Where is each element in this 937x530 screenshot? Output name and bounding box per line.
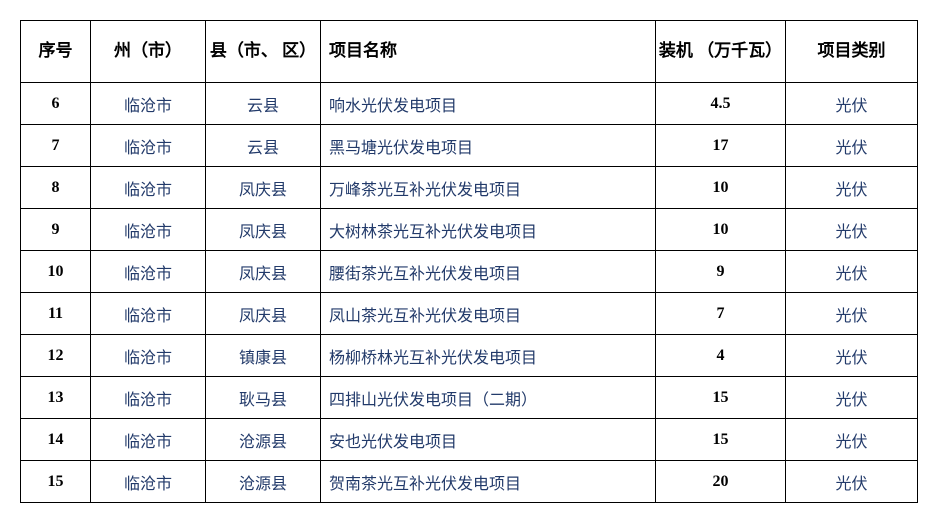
cell-seq: 14	[21, 419, 91, 461]
col-header-cap: 装机 （万千瓦）	[656, 21, 786, 83]
col-header-seq: 序号	[21, 21, 91, 83]
cell-cap: 17	[656, 125, 786, 167]
cell-city: 临沧市	[91, 293, 206, 335]
cell-cap: 10	[656, 167, 786, 209]
cell-cap: 15	[656, 419, 786, 461]
cell-city: 临沧市	[91, 419, 206, 461]
table-row: 12临沧市镇康县杨柳桥林光互补光伏发电项目4光伏	[21, 335, 918, 377]
cell-cap: 20	[656, 461, 786, 503]
cell-cap: 10	[656, 209, 786, 251]
cell-name: 杨柳桥林光互补光伏发电项目	[321, 335, 656, 377]
cell-seq: 12	[21, 335, 91, 377]
cell-cap: 15	[656, 377, 786, 419]
cell-city: 临沧市	[91, 167, 206, 209]
table-row: 9临沧市凤庆县大树林茶光互补光伏发电项目10光伏	[21, 209, 918, 251]
cell-name: 万峰茶光互补光伏发电项目	[321, 167, 656, 209]
cell-city: 临沧市	[91, 461, 206, 503]
cell-type: 光伏	[786, 125, 918, 167]
cell-type: 光伏	[786, 83, 918, 125]
cell-county: 凤庆县	[206, 167, 321, 209]
cell-name: 黑马塘光伏发电项目	[321, 125, 656, 167]
cell-cap: 9	[656, 251, 786, 293]
table-row: 8临沧市凤庆县万峰茶光互补光伏发电项目10光伏	[21, 167, 918, 209]
table-row: 7临沧市云县黑马塘光伏发电项目17光伏	[21, 125, 918, 167]
cell-county: 凤庆县	[206, 293, 321, 335]
cell-county: 耿马县	[206, 377, 321, 419]
cell-cap: 4	[656, 335, 786, 377]
cell-seq: 8	[21, 167, 91, 209]
cell-county: 镇康县	[206, 335, 321, 377]
cell-seq: 7	[21, 125, 91, 167]
cell-name: 贺南茶光互补光伏发电项目	[321, 461, 656, 503]
cell-type: 光伏	[786, 251, 918, 293]
table-row: 10临沧市凤庆县腰街茶光互补光伏发电项目9光伏	[21, 251, 918, 293]
header-row: 序号 州（市） 县（市、 区） 项目名称 装机 （万千瓦） 项目类别	[21, 21, 918, 83]
cell-city: 临沧市	[91, 335, 206, 377]
cell-city: 临沧市	[91, 83, 206, 125]
table-row: 15临沧市沧源县贺南茶光互补光伏发电项目20光伏	[21, 461, 918, 503]
cell-name: 四排山光伏发电项目（二期）	[321, 377, 656, 419]
cell-seq: 15	[21, 461, 91, 503]
cell-type: 光伏	[786, 335, 918, 377]
cell-county: 凤庆县	[206, 209, 321, 251]
col-header-name: 项目名称	[321, 21, 656, 83]
cell-seq: 10	[21, 251, 91, 293]
table-header: 序号 州（市） 县（市、 区） 项目名称 装机 （万千瓦） 项目类别	[21, 21, 918, 83]
cell-name: 腰街茶光互补光伏发电项目	[321, 251, 656, 293]
col-header-type: 项目类别	[786, 21, 918, 83]
cell-type: 光伏	[786, 293, 918, 335]
table-row: 6临沧市云县响水光伏发电项目4.5光伏	[21, 83, 918, 125]
cell-type: 光伏	[786, 209, 918, 251]
cell-type: 光伏	[786, 377, 918, 419]
cell-city: 临沧市	[91, 377, 206, 419]
cell-city: 临沧市	[91, 251, 206, 293]
col-header-county: 县（市、 区）	[206, 21, 321, 83]
cell-type: 光伏	[786, 461, 918, 503]
cell-cap: 4.5	[656, 83, 786, 125]
table-row: 14临沧市沧源县安也光伏发电项目15光伏	[21, 419, 918, 461]
cell-name: 凤山茶光互补光伏发电项目	[321, 293, 656, 335]
table-body: 6临沧市云县响水光伏发电项目4.5光伏7临沧市云县黑马塘光伏发电项目17光伏8临…	[21, 83, 918, 503]
table-row: 11临沧市凤庆县凤山茶光互补光伏发电项目7光伏	[21, 293, 918, 335]
cell-name: 安也光伏发电项目	[321, 419, 656, 461]
cell-seq: 6	[21, 83, 91, 125]
table-row: 13临沧市耿马县四排山光伏发电项目（二期）15光伏	[21, 377, 918, 419]
cell-city: 临沧市	[91, 125, 206, 167]
cell-type: 光伏	[786, 419, 918, 461]
cell-seq: 11	[21, 293, 91, 335]
cell-name: 大树林茶光互补光伏发电项目	[321, 209, 656, 251]
cell-seq: 9	[21, 209, 91, 251]
cell-name: 响水光伏发电项目	[321, 83, 656, 125]
col-header-city: 州（市）	[91, 21, 206, 83]
cell-seq: 13	[21, 377, 91, 419]
cell-cap: 7	[656, 293, 786, 335]
cell-county: 云县	[206, 125, 321, 167]
cell-city: 临沧市	[91, 209, 206, 251]
cell-type: 光伏	[786, 167, 918, 209]
project-table: 序号 州（市） 县（市、 区） 项目名称 装机 （万千瓦） 项目类别 6临沧市云…	[20, 20, 918, 503]
cell-county: 云县	[206, 83, 321, 125]
cell-county: 凤庆县	[206, 251, 321, 293]
cell-county: 沧源县	[206, 461, 321, 503]
cell-county: 沧源县	[206, 419, 321, 461]
